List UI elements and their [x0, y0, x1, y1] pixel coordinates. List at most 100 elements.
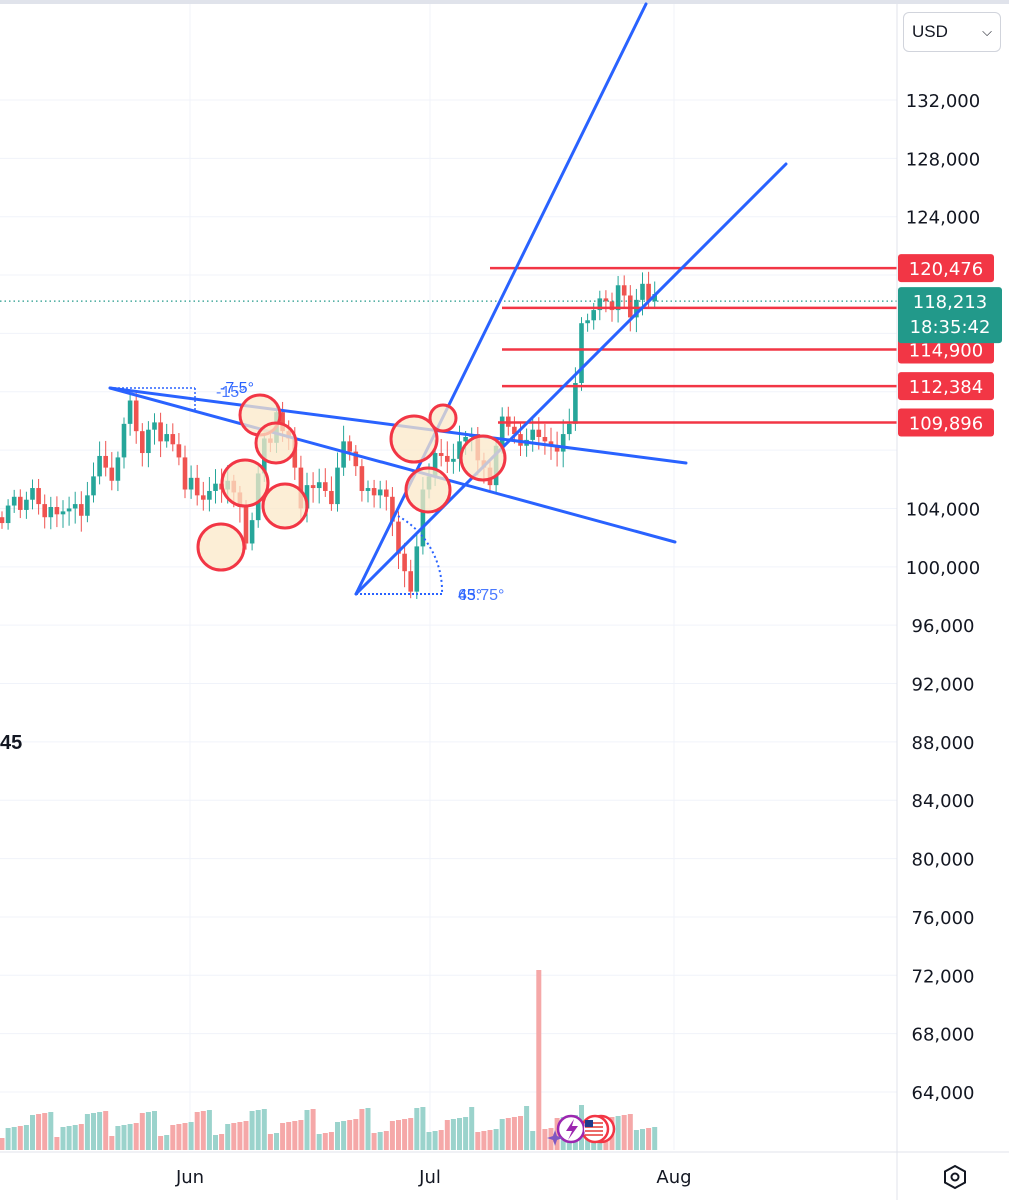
candle-body — [127, 400, 133, 424]
price-axis-label: 72,000 — [912, 966, 975, 987]
candle-body — [42, 504, 47, 518]
candle-body — [323, 482, 328, 491]
volume-bar — [420, 1107, 426, 1150]
price-axis-label: 80,000 — [912, 850, 975, 871]
candle-body — [182, 457, 188, 490]
chart-settings-button[interactable] — [936, 1158, 974, 1196]
currency-select[interactable]: USD ⌵ — [903, 12, 1001, 52]
volume-bar — [145, 1112, 151, 1150]
volume-bar — [66, 1126, 72, 1150]
volume-bar — [426, 1132, 432, 1150]
price-level-tag-text: 114,900 — [909, 340, 983, 361]
chevron-down-icon: ⌵ — [982, 24, 992, 39]
price-level-tag — [898, 254, 994, 283]
volume-bar — [542, 1129, 548, 1150]
candle-body — [499, 416, 505, 446]
currency-label: USD — [912, 22, 948, 41]
volume-bar — [5, 1128, 11, 1150]
price-axis-label: 76,000 — [912, 908, 975, 929]
candle-body — [60, 511, 66, 515]
candle-body — [640, 283, 645, 300]
candle-body — [420, 489, 426, 547]
candle-body — [85, 495, 90, 516]
volume-bar — [377, 1132, 383, 1150]
candle-body — [396, 521, 401, 554]
candle-body — [579, 323, 584, 384]
candle-body — [585, 320, 590, 324]
volume-bar — [310, 1109, 316, 1150]
volume-bar — [243, 1121, 249, 1150]
volume-bar — [481, 1131, 487, 1150]
trendline — [354, 162, 788, 596]
candle-body — [176, 444, 182, 458]
volume-bar — [518, 1116, 523, 1150]
circle-marker — [261, 482, 309, 530]
volume-bar — [152, 1111, 157, 1150]
candle-body — [384, 489, 389, 497]
volume-bar — [60, 1127, 66, 1150]
candle-body — [18, 496, 23, 510]
candle-body — [554, 445, 560, 452]
volume-bar — [493, 1129, 499, 1150]
volume-bar — [432, 1131, 438, 1150]
candle-body — [353, 451, 359, 467]
candle-body — [249, 520, 255, 544]
candle-body — [24, 499, 29, 510]
volume-bar — [640, 1129, 645, 1150]
volume-bar — [237, 1122, 243, 1150]
candle-body — [164, 434, 169, 442]
candle-body — [536, 429, 542, 437]
price-level-tag — [898, 372, 994, 401]
volume-bar — [530, 1131, 536, 1150]
volume-bar — [78, 1124, 84, 1150]
volume-bar — [188, 1122, 194, 1150]
circle-marker — [459, 434, 507, 482]
volume-bar — [322, 1133, 328, 1150]
volume-bar — [219, 1134, 225, 1150]
volume-bar — [261, 1109, 267, 1150]
volume-bar — [23, 1125, 29, 1150]
volume-bar — [42, 1113, 48, 1150]
volume-bar — [633, 1130, 639, 1150]
left-partial-label: 45 — [0, 732, 22, 754]
candle-body — [54, 507, 60, 515]
volume-bar — [316, 1134, 322, 1150]
volume-bar — [292, 1121, 298, 1150]
volume-bar — [17, 1126, 23, 1150]
volume-bar — [91, 1113, 96, 1150]
candle-body — [408, 571, 413, 592]
volume-bar — [383, 1131, 389, 1150]
circle-marker — [220, 458, 270, 508]
volume-bar — [341, 1121, 347, 1150]
price-axis-label: 68,000 — [912, 1025, 975, 1046]
price-axis-label: 124,000 — [906, 208, 980, 229]
angle-arc — [397, 515, 444, 595]
volume-bar — [304, 1110, 310, 1150]
volume-bar — [48, 1112, 54, 1150]
price-level-tag-text: 112,384 — [909, 377, 983, 398]
candle-body — [402, 553, 407, 572]
candle-body — [530, 429, 535, 440]
candle-body — [133, 400, 139, 432]
volume-bar — [109, 1136, 115, 1150]
candle-body — [188, 477, 194, 490]
volume-bar — [286, 1122, 292, 1150]
volume-bar — [280, 1123, 286, 1150]
volume-bar — [389, 1121, 395, 1150]
volume-bar — [213, 1135, 218, 1150]
volume-bar — [335, 1122, 340, 1150]
volume-bar — [298, 1120, 304, 1150]
price-level-tag-text: 109,896 — [909, 413, 983, 434]
volume-bar — [347, 1120, 353, 1150]
candle-body — [628, 295, 633, 318]
candle-body — [109, 467, 115, 481]
candle-body — [390, 496, 395, 522]
candle-body — [103, 455, 108, 468]
candle-body — [329, 490, 334, 505]
volume-bar — [84, 1114, 90, 1150]
volume-bar — [158, 1136, 164, 1150]
candle-body — [365, 488, 371, 491]
price-axis-label: 128,000 — [906, 149, 980, 170]
hexagon-settings-icon — [944, 1164, 966, 1190]
